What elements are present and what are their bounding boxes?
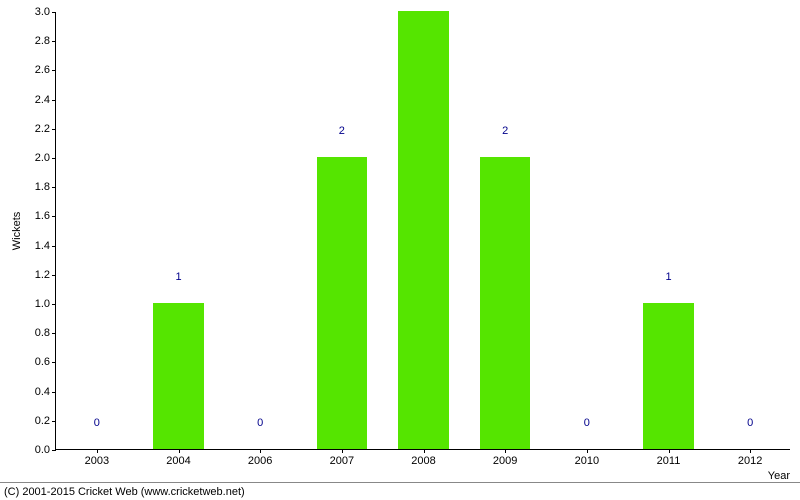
x-axis-title: Year: [768, 470, 790, 482]
y-tick-label: 2.8: [35, 35, 56, 47]
x-tick-label: 2012: [738, 449, 762, 467]
y-tick-label: 1.8: [35, 181, 56, 193]
plot-area: 0.00.20.40.60.81.01.21.41.61.82.02.22.42…: [55, 12, 790, 450]
bar: [480, 157, 531, 449]
y-tick-label: 2.4: [35, 94, 56, 106]
x-tick-label: 2006: [248, 449, 272, 467]
y-tick-label: 1.6: [35, 210, 56, 222]
y-tick-label: 0.4: [35, 386, 56, 398]
y-tick-label: 0.0: [35, 444, 56, 456]
x-tick-label: 2011: [657, 449, 681, 467]
y-tick-label: 1.4: [35, 240, 56, 252]
y-tick-label: 2.0: [35, 152, 56, 164]
bar-value-label: 2: [502, 125, 508, 141]
x-tick-label: 2007: [330, 449, 354, 467]
bar-value-label: 0: [257, 417, 263, 433]
x-tick-label: 2003: [85, 449, 109, 467]
y-tick-label: 0.8: [35, 327, 56, 339]
y-tick-label: 0.6: [35, 356, 56, 368]
x-tick-label: 2004: [166, 449, 190, 467]
bar-value-label: 1: [665, 271, 671, 287]
x-tick-label: 2010: [575, 449, 599, 467]
copyright-divider: [0, 482, 800, 483]
bar: [398, 11, 449, 449]
bar-value-label: 0: [94, 417, 100, 433]
bar: [317, 157, 368, 449]
y-tick-label: 1.0: [35, 298, 56, 310]
bar-value-label: 0: [747, 417, 753, 433]
y-tick-label: 2.6: [35, 64, 56, 76]
y-tick-label: 3.0: [35, 6, 56, 18]
chart-container: 0.0 0.2 0.4 0.6 0.8 1.0 1.2 1.4 1.6 1.8 2.0 2.2 2.4 2…: [0, 0, 800, 500]
bar: [153, 303, 204, 449]
y-axis-title: Wickets: [11, 212, 23, 251]
y-tick-label: 1.2: [35, 269, 56, 281]
bar-value-label: 1: [175, 271, 181, 287]
x-tick-label: 2009: [493, 449, 517, 467]
bar-value-label: 0: [584, 417, 590, 433]
x-tick-label: 2008: [411, 449, 435, 467]
bar: [643, 303, 694, 449]
copyright-text: (C) 2001-2015 Cricket Web (www.cricketwe…: [4, 486, 245, 498]
y-tick-label: 0.2: [35, 415, 56, 427]
y-tick-label: 2.2: [35, 123, 56, 135]
bar-value-label: 2: [339, 125, 345, 141]
